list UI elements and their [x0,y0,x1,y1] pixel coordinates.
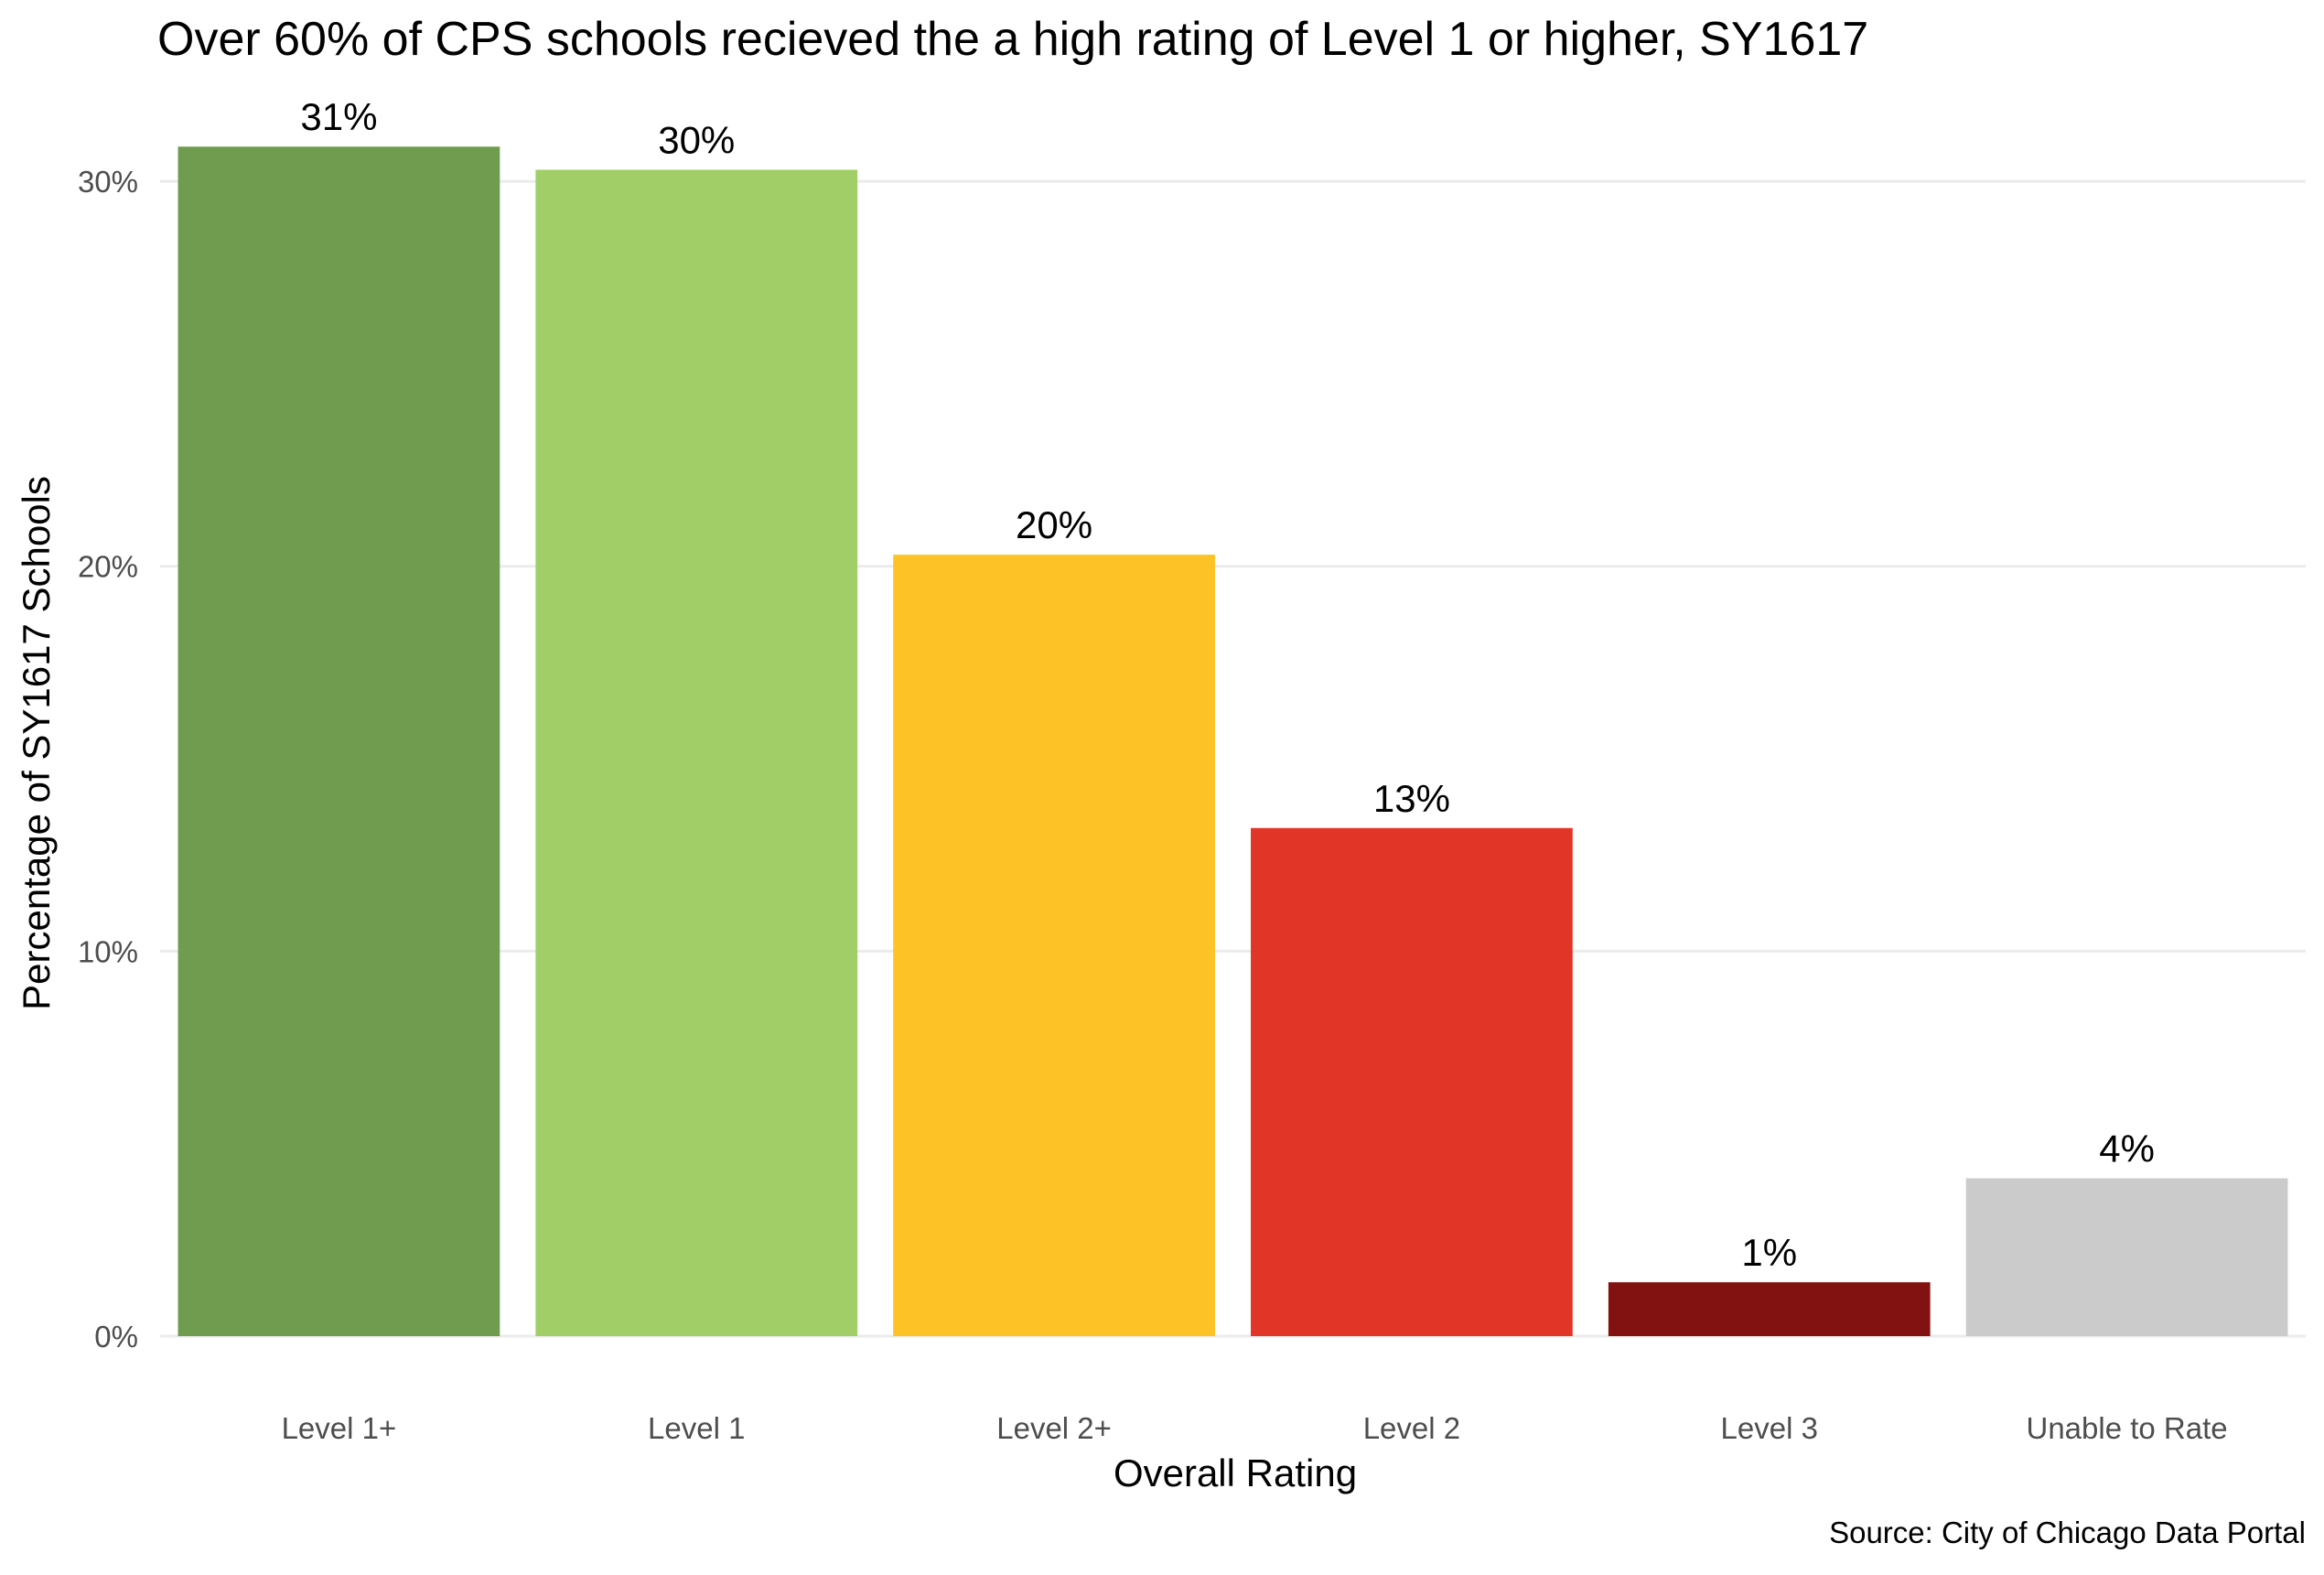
data-label: 30% [658,118,735,161]
data-label: 4% [2099,1127,2155,1170]
data-label: 1% [1741,1231,1797,1274]
x-tick-label: Level 1 [648,1411,745,1445]
chart-title: Over 60% of CPS schools recieved the a h… [157,13,1868,66]
bars [178,146,2288,1337]
x-tick-label: Unable to Rate [2027,1411,2228,1445]
bar [893,555,1215,1336]
y-axis-ticks: 0% 10% 20% 30% [78,165,138,1354]
x-tick-label: Level 2 [1363,1411,1460,1445]
chart-caption: Source: City of Chicago Data Portal [1829,1516,2306,1549]
y-tick-label: 0% [94,1320,138,1354]
bar [1608,1282,1931,1336]
data-label: 13% [1373,777,1450,820]
y-axis-title: Percentage of SY1617 Schools [15,476,58,1010]
bar [1251,827,1573,1336]
y-tick-label: 20% [78,550,138,584]
y-tick-label: 10% [78,934,138,968]
bar [1965,1178,2288,1336]
data-label: 31% [300,95,377,138]
x-axis-title: Overall Rating [1114,1451,1357,1494]
y-tick-label: 30% [78,165,138,199]
x-axis-ticks: Level 1+ Level 1 Level 2+ Level 2 Level 3 Una… [282,1411,2228,1445]
data-label: 20% [1016,503,1092,546]
bar [535,169,858,1336]
x-tick-label: Level 1+ [282,1411,397,1445]
x-tick-label: Level 3 [1721,1411,1818,1445]
gridlines [160,179,2306,1338]
data-labels: 31% 30% 20% 13% 1% 4% [300,95,2155,1274]
x-tick-label: Level 2+ [996,1411,1112,1445]
bar [178,146,500,1337]
